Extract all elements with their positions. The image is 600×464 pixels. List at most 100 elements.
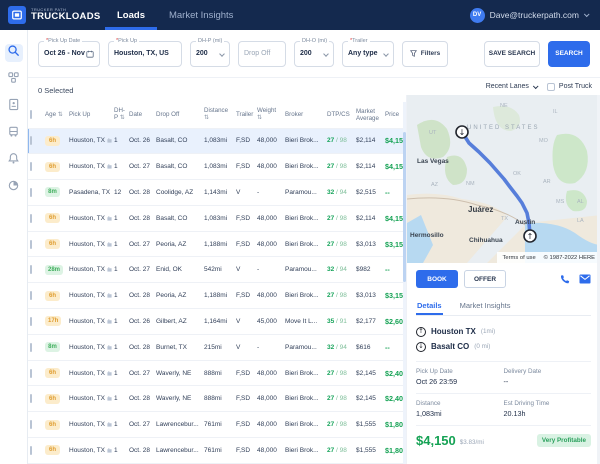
nav-tab-loads[interactable]: Loads (105, 0, 157, 30)
phone-icon[interactable] (559, 274, 570, 285)
row-checkbox[interactable] (30, 394, 32, 403)
table-row[interactable]: 6hHouston, TX1Oct. 27Waverly, NE888miF,S… (28, 360, 406, 386)
weight-cell: - (255, 257, 283, 283)
row-checkbox[interactable] (30, 136, 32, 145)
table-row[interactable]: 6hHouston, TX1Oct. 27Peoria, AZ1,188miF,… (28, 231, 406, 257)
trailer-select[interactable]: *Trailer Any type (342, 41, 394, 67)
table-row[interactable]: 6hHouston, TX1Oct. 28Waverly, NE888miF,S… (28, 386, 406, 412)
map-label: OK (513, 171, 521, 177)
pickup-field[interactable]: *Pick Up Houston, TX, US (108, 41, 182, 67)
recent-lanes-dropdown[interactable]: Recent Lanes (486, 83, 537, 90)
table-row[interactable]: 28mHouston, TX1Oct. 27Enid, OK542miV-Par… (28, 257, 406, 283)
row-checkbox[interactable] (30, 369, 32, 378)
column-header-age[interactable]: Age ⇅ (43, 102, 67, 128)
row-checkbox[interactable] (30, 420, 32, 429)
sort-icon[interactable]: ⇅ (204, 114, 209, 121)
mail-icon[interactable] (579, 274, 591, 284)
post-truck-checkbox[interactable]: Post Truck (547, 83, 592, 91)
tab-details[interactable]: Details (416, 297, 443, 315)
table-row[interactable]: 6hHouston, TX1Oct. 28Lawrencebur...761mi… (28, 438, 406, 464)
column-header-distance[interactable]: Distance ⇅ (202, 102, 234, 128)
table-row[interactable]: 6hHouston, TX1Oct. 26Basalt, CO1,083miF,… (28, 128, 406, 154)
tab-market-insights[interactable]: Market Insights (459, 297, 512, 315)
market-average-cell: $1,555 (354, 412, 383, 438)
row-checkbox[interactable] (30, 162, 32, 171)
column-header-trailer: Trailer (234, 102, 255, 128)
dropoff-field[interactable]: Drop Off (238, 41, 286, 67)
user-menu[interactable]: DV Dave@truckerpath.com (470, 8, 600, 23)
trailer-cell: V (234, 257, 255, 283)
column-header-weight[interactable]: Weight ⇅ (255, 102, 283, 128)
svg-text:↓: ↓ (459, 128, 466, 137)
table-row[interactable]: 6hHouston, TX1Oct. 28Basalt, CO1,083miF,… (28, 205, 406, 231)
search-button[interactable]: SEARCH (548, 41, 590, 67)
pickup-cell: Houston, TX (67, 386, 112, 412)
brand-logo[interactable]: TRUCKER PATH TRUCKLOADS (0, 6, 105, 24)
row-checkbox[interactable] (30, 214, 32, 223)
delivery-date-label: Delivery Date (504, 368, 592, 375)
dhp-value: 200 (196, 50, 208, 57)
trailer-cell: F,SD (234, 154, 255, 180)
trailer-cell: V (234, 334, 255, 360)
dho-select[interactable]: DH-O (mi) 200 (294, 41, 334, 67)
age-badge: 6h (45, 420, 60, 430)
sidebar-item-contacts-book[interactable] (5, 98, 23, 116)
pickup-date-field[interactable]: *Pick Up Date Oct 26 - Nov 26 (38, 41, 100, 67)
row-checkbox[interactable] (30, 240, 32, 249)
sidebar-item-search[interactable] (5, 44, 23, 62)
weight-cell: 48,000 (255, 360, 283, 386)
filters-button[interactable]: Filters (402, 41, 448, 67)
map-label: Chihuahua (469, 237, 503, 244)
column-header-date: Date (127, 102, 154, 128)
table-row[interactable]: 6hHouston, TX1Oct. 27Lawrencebur...761mi… (28, 412, 406, 438)
loads-table: Age ⇅Pick UpDH-P ⇅DateDrop OffDistance ⇅… (28, 102, 406, 464)
pickup-cell: Houston, TX (67, 231, 112, 257)
book-button[interactable]: BOOK (416, 270, 458, 288)
dhp-cell: 12 (112, 180, 127, 206)
map-label: Juárez (468, 205, 493, 214)
offer-button[interactable]: OFFER (464, 270, 506, 288)
distance-cell: 761mi (202, 412, 234, 438)
terms-of-use-link[interactable]: Terms of use (502, 255, 535, 261)
sidebar-item-stats-pie[interactable] (5, 179, 23, 197)
pickup-cell: Pasadena, TX (67, 180, 112, 206)
dhp-select[interactable]: DH-P (mi) 200 (190, 41, 230, 67)
search-icon (7, 44, 20, 62)
market-average-cell: $2,145 (354, 360, 383, 386)
sort-icon[interactable]: ⇅ (257, 114, 262, 121)
row-checkbox[interactable] (30, 291, 32, 300)
dho-value: 200 (300, 50, 312, 57)
row-checkbox[interactable] (30, 265, 32, 274)
row-checkbox[interactable] (30, 343, 32, 352)
sidebar-item-notifications-bell[interactable] (5, 152, 23, 170)
dtpcs-cell: 27 / 98 (325, 412, 354, 438)
pickup-date-detail-value: Oct 26 23:59 (416, 377, 504, 386)
sort-icon[interactable]: ⇅ (120, 114, 125, 121)
save-search-button[interactable]: SAVE SEARCH (484, 41, 540, 67)
sidebar-item-loads-cluster[interactable] (5, 71, 23, 89)
map-label: Las Vegas (417, 158, 449, 165)
map[interactable]: ↓ ↑ UNITED STATESLas VegasJuárezChihuahu… (407, 95, 600, 263)
row-checkbox[interactable] (30, 188, 32, 197)
dropoff-pin-icon: ↓ (416, 342, 426, 352)
distance-label: Distance (416, 400, 504, 407)
trailer-cell: F,SD (234, 283, 255, 309)
broker-cell: Bieri Brok... (283, 360, 325, 386)
row-checkbox[interactable] (30, 446, 32, 455)
weight-cell: 48,000 (255, 283, 283, 309)
table-row[interactable]: 6hHouston, TX1Oct. 28Peoria, AZ1,188miF,… (28, 283, 406, 309)
sidebar-item-truck[interactable] (5, 125, 23, 143)
column-header-dh-p[interactable]: DH-P ⇅ (112, 102, 127, 128)
table-row[interactable]: 8mPasadena, TX12Oct. 28Coolidge, AZ1,143… (28, 180, 406, 206)
table-row[interactable]: 17hHouston, TX1Oct. 26Gilbert, AZ1,164mi… (28, 309, 406, 335)
row-checkbox[interactable] (30, 317, 32, 326)
weight-cell: 48,000 (255, 128, 283, 154)
select-all-checkbox[interactable] (30, 110, 32, 119)
weight-cell: 48,000 (255, 438, 283, 464)
distance-cell: 761mi (202, 438, 234, 464)
table-row[interactable]: 8mHouston, TX1Oct. 28Burnet, TX215miV-Pa… (28, 334, 406, 360)
nav-tab-market-insights[interactable]: Market Insights (157, 0, 245, 30)
sort-icon[interactable]: ⇅ (58, 111, 63, 118)
table-row[interactable]: 6hHouston, TX1Oct. 27Basalt, CO1,083miF,… (28, 154, 406, 180)
dhp-cell: 1 (112, 128, 127, 154)
